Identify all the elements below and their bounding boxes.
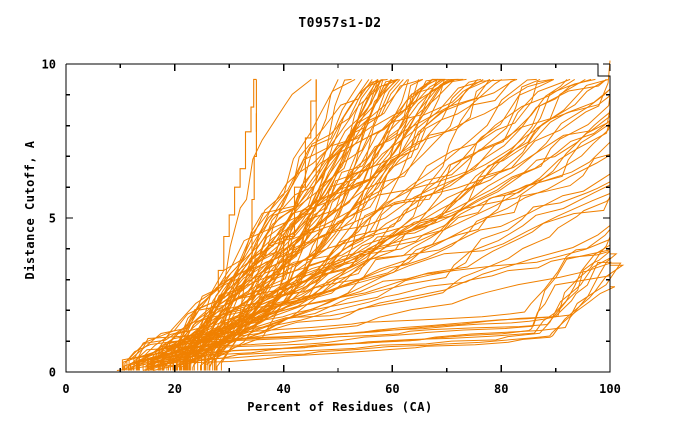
data-curve (130, 238, 611, 371)
data-curve (200, 78, 438, 371)
data-curve (192, 79, 397, 371)
data-curve (180, 79, 363, 371)
data-curve (145, 277, 616, 371)
data-curve (161, 249, 611, 371)
data-curve (209, 78, 385, 371)
chart-title: T0957s1-D2 (298, 16, 382, 31)
x-tick-label: 0 (62, 382, 69, 396)
data-curves-group (116, 60, 625, 371)
data-curve (153, 111, 611, 371)
data-curve (217, 78, 257, 292)
data-curve (201, 79, 339, 371)
data-curve (145, 236, 611, 371)
y-tick-label: 10 (42, 58, 56, 72)
data-curve (185, 78, 541, 371)
data-curve (188, 78, 352, 371)
y-tick-label: 5 (49, 212, 56, 226)
data-curve (212, 78, 388, 371)
y-axis-label: Distance Cutoff, A (23, 140, 37, 280)
data-curve (214, 79, 445, 371)
data-curve (159, 78, 516, 371)
data-curve (149, 95, 611, 371)
data-curve (186, 78, 555, 371)
data-curve (185, 78, 379, 371)
data-curve (216, 78, 384, 371)
data-curve (162, 213, 622, 371)
data-curve (283, 79, 317, 280)
data-curve (189, 79, 384, 371)
data-curve (157, 78, 518, 371)
x-tick-label: 80 (494, 382, 508, 396)
data-curve (163, 78, 482, 371)
x-tick-label: 100 (599, 382, 621, 396)
data-curve (151, 262, 611, 371)
data-curve (159, 79, 383, 371)
data-curve (166, 78, 454, 371)
x-axis-label: Percent of Residues (CA) (247, 400, 433, 414)
data-curve (147, 225, 618, 371)
data-curve (123, 244, 611, 371)
data-curve (206, 79, 433, 371)
axes-frame-group (65, 63, 611, 373)
data-curve (179, 79, 312, 371)
x-tick-label: 20 (168, 382, 182, 396)
data-curve (251, 113, 257, 302)
tick-labels-group: 0 20 40 60 80 100 0 5 10 (42, 58, 621, 397)
x-tick-label: 40 (276, 382, 290, 396)
data-curve (144, 250, 611, 371)
data-curve (128, 253, 612, 371)
y-tick-label: 0 (49, 366, 56, 380)
data-curve (173, 79, 383, 371)
x-tick-label: 60 (385, 382, 399, 396)
data-curve (116, 253, 625, 371)
data-curve (151, 78, 399, 371)
